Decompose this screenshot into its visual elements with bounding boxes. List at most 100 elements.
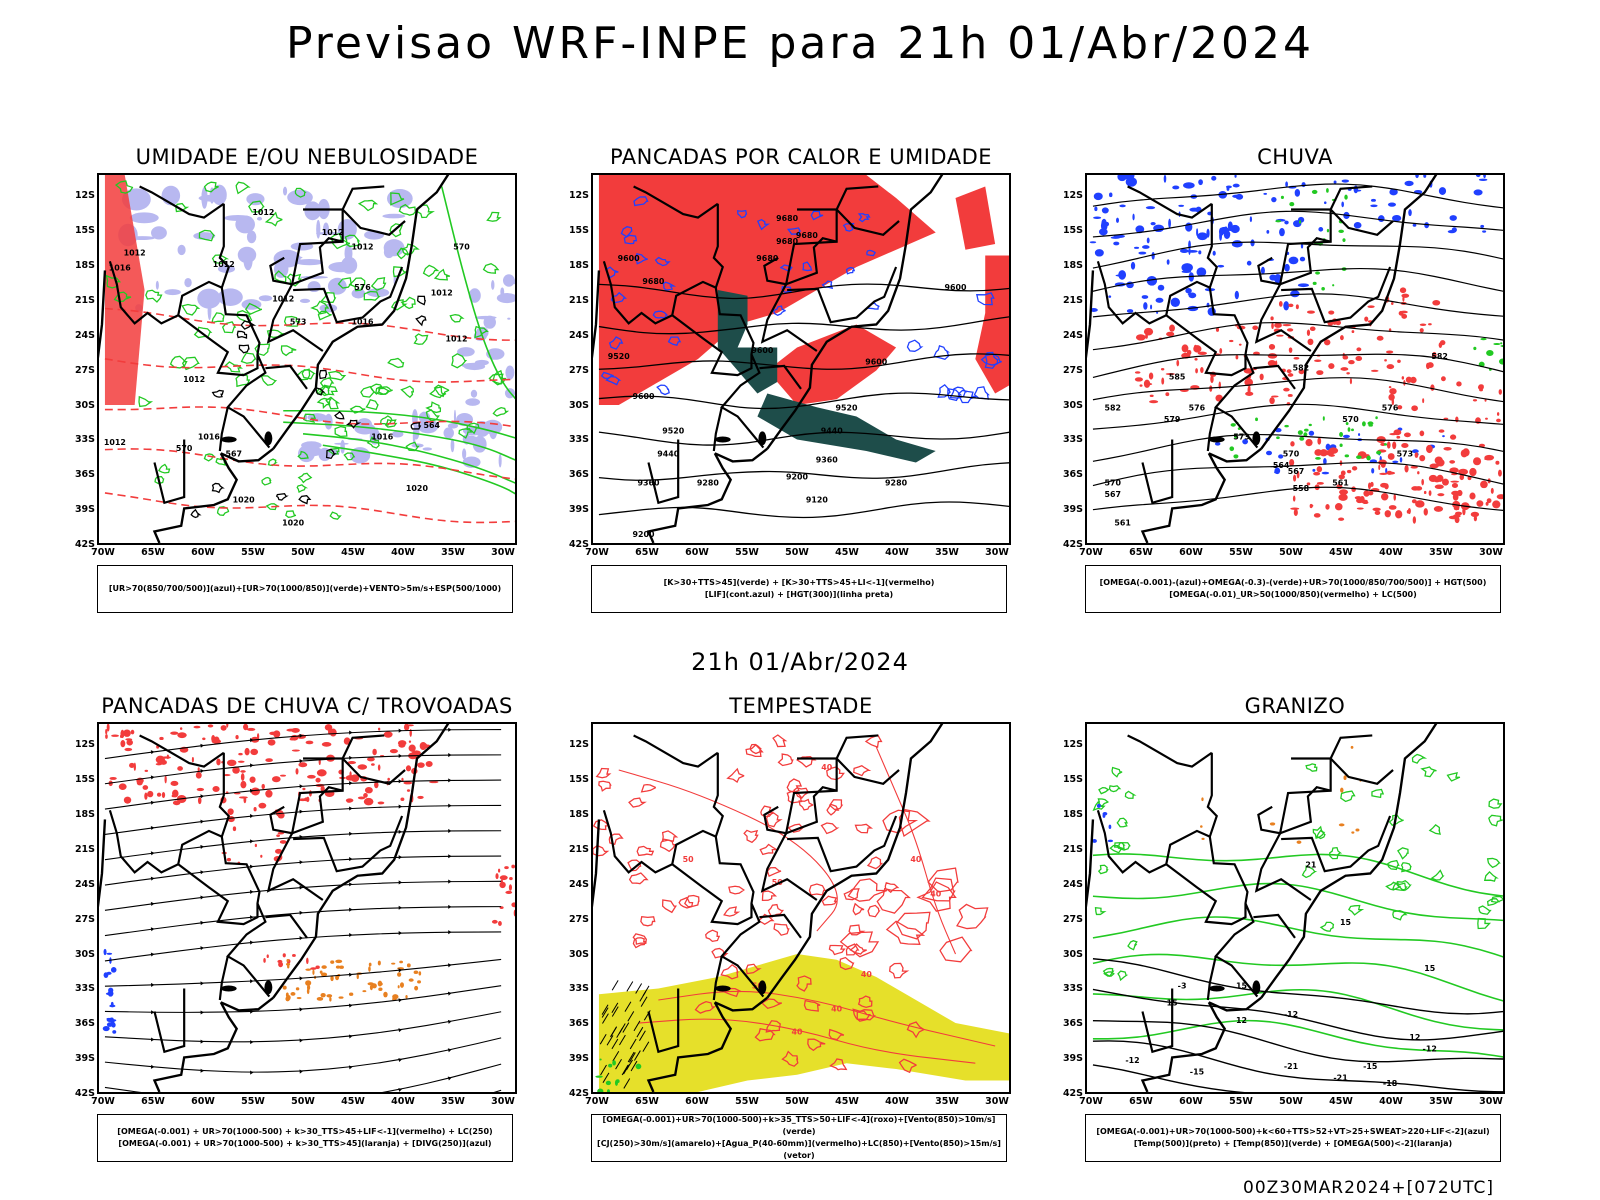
lat-tick-label: 24S xyxy=(74,878,95,890)
lake-shape xyxy=(714,436,731,443)
contour-loop xyxy=(1446,771,1461,782)
shade-patch xyxy=(172,800,181,806)
shade-patch xyxy=(105,734,108,739)
shade-patch xyxy=(377,764,381,771)
lon-tick-label: 65W xyxy=(141,1096,165,1107)
storm-red xyxy=(105,724,515,970)
shade-patch xyxy=(147,790,154,798)
shade-patch xyxy=(1412,449,1419,454)
border-line xyxy=(720,354,765,449)
shade-patch xyxy=(1226,186,1230,191)
shade-patch xyxy=(102,1025,110,1032)
lon-tick-label: 40W xyxy=(391,1096,415,1107)
shade-patch xyxy=(1287,394,1293,397)
shade-patch xyxy=(1271,322,1274,330)
contour-loop xyxy=(984,353,1002,369)
shade-patch xyxy=(1306,329,1311,337)
border-line xyxy=(1096,752,1218,874)
map-trovoadas[interactable] xyxy=(97,722,517,1094)
shade-patch xyxy=(1451,227,1457,233)
shade-patch xyxy=(105,728,108,735)
flow-arrow xyxy=(448,854,452,859)
shade-patch xyxy=(1316,370,1324,376)
lon-tick-label: 65W xyxy=(635,1096,659,1107)
shade-patch xyxy=(1387,202,1396,207)
contour-loop xyxy=(1396,879,1412,891)
contour-line xyxy=(104,358,515,383)
contour-label: 40 xyxy=(792,1028,804,1037)
shade-patch xyxy=(1143,302,1148,310)
shade-patch xyxy=(1308,423,1312,427)
contour-loop xyxy=(807,1038,826,1052)
map-chuva[interactable]: 582 582 585 576 579 582 576 573 570 570 573 564 567 5… xyxy=(1085,173,1505,545)
flow-arrow xyxy=(398,998,403,1003)
shade-patch xyxy=(299,298,311,304)
shade-patch xyxy=(495,873,499,880)
border-line xyxy=(1329,757,1394,785)
flow-arrow xyxy=(447,991,452,996)
shade-patch xyxy=(397,985,400,989)
contour-loop xyxy=(828,1028,845,1041)
contour-loop xyxy=(810,210,824,221)
shade-patch xyxy=(417,795,424,799)
lon-tick-label: 65W xyxy=(141,547,165,558)
shade-patch xyxy=(1148,372,1154,380)
contour-label: 15 xyxy=(1340,918,1351,927)
shade-patch xyxy=(1244,378,1254,387)
shade-patch xyxy=(1292,495,1296,502)
lat-tick-label: 33S xyxy=(1062,983,1083,995)
flow-arrow xyxy=(150,901,155,906)
water-contours xyxy=(593,734,989,1074)
shade-patch xyxy=(1419,430,1425,437)
contour-loop xyxy=(113,291,132,303)
shade-patch xyxy=(1356,455,1362,460)
contour-loop xyxy=(633,196,649,207)
shade-patch xyxy=(1396,435,1401,439)
wind-vector xyxy=(618,1023,626,1034)
map-granizo[interactable]: -3 -12 -12 -15 -15 -12 -21 -21 -18 15 15 15 12 15 12 21 xyxy=(1085,722,1505,1094)
shade-patch xyxy=(377,727,381,731)
border-line xyxy=(1253,364,1296,390)
shade-patch xyxy=(1318,227,1324,232)
shade-patch xyxy=(334,442,349,445)
contour-loop xyxy=(429,386,447,399)
lat-tick-label: 33S xyxy=(568,434,589,446)
contour-loop xyxy=(396,247,410,260)
contour-label: 9280 xyxy=(697,479,720,488)
contour-label: -12 xyxy=(1423,1045,1437,1054)
argentina-coastline xyxy=(646,1001,733,1092)
contour-loop xyxy=(975,292,995,306)
shade-patch xyxy=(1312,468,1316,472)
temp500-contours xyxy=(1092,958,1503,1092)
flow-arrow xyxy=(200,1039,204,1044)
map-tempestade[interactable]: 40 50 40 50 40 40 40 40 50 xyxy=(591,722,1011,1094)
shade-patch xyxy=(1316,466,1323,473)
contour-loop xyxy=(1486,898,1501,907)
shade-patch xyxy=(1351,831,1355,834)
map-pancadas[interactable]: 9680 9680 9680 9680 9600 9680 9600 9600 9600 9520… xyxy=(591,173,1011,545)
shade-patch xyxy=(1211,175,1217,181)
shade-patch xyxy=(263,958,266,963)
shade-patch xyxy=(1113,241,1120,246)
contour-loop xyxy=(319,377,335,389)
shade-patch xyxy=(177,244,186,256)
contour-loop xyxy=(756,218,771,231)
shade-patch xyxy=(1404,464,1409,473)
map-outlines xyxy=(593,175,944,543)
shade-patch xyxy=(1138,251,1147,255)
contour-loop xyxy=(1097,864,1109,875)
shade-patch xyxy=(1378,464,1381,471)
shade-patch xyxy=(142,785,149,790)
mid-title: 21h 01/Abr/2024 xyxy=(691,648,909,676)
shade-patch xyxy=(1419,328,1424,333)
shade-patch xyxy=(1379,472,1388,475)
shade-patch xyxy=(1299,436,1305,441)
shade-patch xyxy=(292,954,296,957)
shade-patch xyxy=(1338,229,1344,234)
contour-label: 576 xyxy=(1382,404,1399,413)
map-umidade[interactable]: 1012 1012 1012 1012 1016 1012 1012 1012 1012 1012… xyxy=(97,173,517,545)
shade-patch xyxy=(497,868,501,873)
contour-label: 9360 xyxy=(637,479,660,488)
shade-patch xyxy=(195,771,202,779)
contour-loop xyxy=(808,883,827,896)
